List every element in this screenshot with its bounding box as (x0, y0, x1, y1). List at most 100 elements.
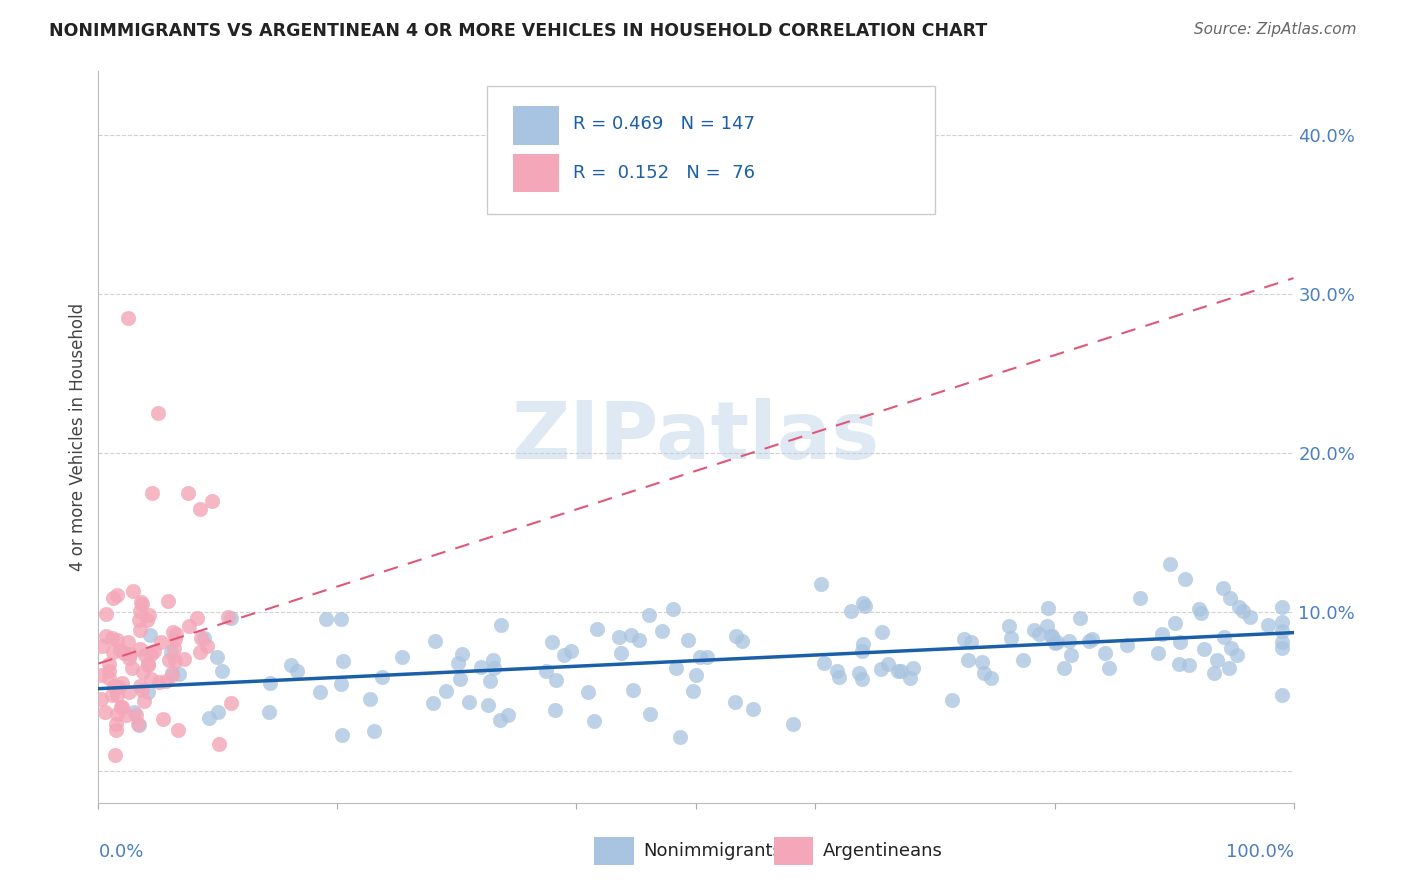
Point (1060, 648, 1083, 663)
Point (105, 688, 128, 702)
Point (447, 656, 470, 670)
Point (259, 705, 281, 719)
Point (219, 611, 242, 625)
Point (1040, 629, 1063, 643)
Point (478, 673, 501, 688)
Point (828, 670, 851, 684)
Point (685, 668, 707, 682)
Point (1239, 610, 1261, 624)
Point (1178, 657, 1201, 672)
Point (129, 624, 152, 638)
Point (491, 618, 513, 632)
Point (848, 665, 870, 680)
Point (132, 665, 155, 680)
Point (195, 639, 218, 653)
Point (1167, 657, 1189, 671)
Point (1219, 591, 1241, 605)
Point (330, 677, 353, 691)
Point (134, 648, 156, 662)
Point (108, 643, 131, 657)
Point (112, 646, 135, 660)
Point (1022, 623, 1045, 637)
Point (138, 607, 160, 622)
Point (115, 708, 138, 723)
Point (177, 485, 200, 500)
Point (900, 671, 922, 685)
Point (101, 645, 124, 659)
Point (105, 589, 128, 603)
Point (1220, 641, 1243, 656)
Point (188, 645, 211, 659)
Point (131, 597, 153, 611)
Point (135, 613, 157, 627)
Point (425, 633, 447, 648)
Point (167, 666, 190, 681)
Point (179, 619, 201, 633)
Point (110, 700, 132, 714)
Text: 0.0%: 0.0% (98, 843, 143, 861)
FancyBboxPatch shape (513, 106, 558, 145)
Point (165, 627, 187, 641)
Point (742, 702, 765, 716)
FancyBboxPatch shape (595, 838, 634, 865)
Point (1271, 624, 1294, 638)
Point (117, 635, 139, 649)
Point (131, 595, 153, 609)
Point (682, 683, 704, 698)
Point (1036, 619, 1059, 633)
Text: ZIPatlas: ZIPatlas (512, 398, 880, 476)
Point (725, 629, 748, 643)
Point (149, 634, 172, 648)
Point (582, 714, 605, 728)
Point (1271, 615, 1294, 629)
Point (1271, 635, 1294, 649)
Point (678, 633, 700, 648)
Point (1174, 572, 1197, 586)
Point (136, 657, 159, 671)
Point (1080, 632, 1102, 646)
Point (97, 657, 120, 672)
Point (259, 675, 281, 690)
Text: 100.0%: 100.0% (1226, 843, 1294, 861)
Point (731, 634, 754, 648)
Point (90, 691, 112, 706)
Point (1159, 558, 1181, 572)
Point (953, 632, 976, 647)
Point (620, 628, 643, 642)
Point (876, 657, 898, 671)
Point (477, 698, 499, 712)
Point (105, 706, 128, 721)
Point (578, 685, 600, 699)
Point (851, 643, 873, 657)
Point (1046, 634, 1069, 648)
Point (724, 695, 747, 709)
Point (546, 673, 568, 688)
Point (121, 661, 143, 675)
Point (329, 612, 352, 626)
Point (1116, 638, 1139, 652)
Point (188, 501, 211, 516)
Point (941, 693, 963, 707)
Point (484, 661, 506, 675)
Point (127, 716, 149, 731)
Point (973, 666, 995, 681)
Point (470, 660, 492, 674)
Point (560, 644, 582, 658)
Point (553, 648, 575, 662)
Point (134, 694, 156, 708)
FancyBboxPatch shape (773, 838, 813, 865)
Point (91, 639, 114, 653)
Point (1057, 634, 1080, 648)
Point (1188, 602, 1211, 616)
Point (105, 723, 128, 738)
Point (173, 651, 195, 665)
Point (111, 675, 134, 690)
Point (165, 654, 187, 668)
Text: Argentineans: Argentineans (823, 842, 942, 860)
Point (330, 728, 353, 742)
Point (1218, 661, 1240, 675)
Point (148, 406, 170, 420)
Point (160, 668, 183, 682)
Point (609, 647, 631, 661)
Point (621, 682, 644, 697)
